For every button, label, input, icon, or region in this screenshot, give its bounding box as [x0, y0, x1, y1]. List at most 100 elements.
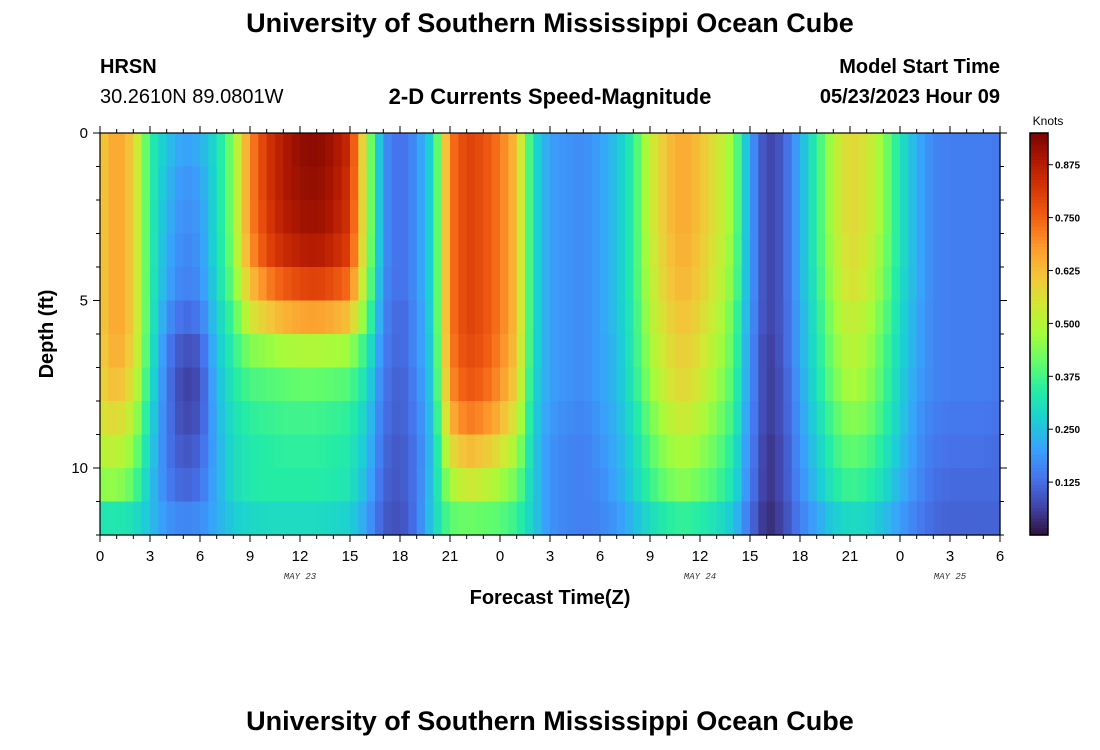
heatmap-cell [216, 468, 226, 503]
heatmap-cell [583, 133, 593, 168]
heatmap-cell [250, 233, 259, 268]
heatmap-cell [508, 233, 518, 268]
heatmap-cell [900, 401, 909, 436]
heatmap-cell [816, 367, 826, 402]
heatmap-cell [616, 233, 626, 268]
heatmap-cell [891, 367, 901, 402]
heatmap-cell [308, 166, 318, 201]
heatmap-cell [975, 367, 984, 402]
heatmap-cell [283, 133, 293, 168]
heatmap-cell [116, 300, 126, 335]
heatmap-cell [458, 133, 468, 168]
heatmap-cell [158, 200, 168, 235]
heatmap-cell [608, 501, 618, 536]
heatmap-cell [358, 267, 368, 302]
heatmap-cell [200, 367, 209, 402]
heatmap-cell [608, 468, 618, 503]
colorbar-swatch [1030, 173, 1048, 178]
heatmap-cell [791, 200, 801, 235]
heatmap-cell [166, 200, 176, 235]
heatmap-cell [658, 267, 668, 302]
heatmap-cell [933, 501, 943, 536]
x-tick-label: 6 [196, 548, 204, 565]
heatmap-cell [983, 334, 993, 369]
heatmap-cell [766, 334, 776, 369]
heatmap-cell [133, 468, 143, 503]
heatmap-cell [675, 166, 684, 201]
heatmap-cell [741, 468, 751, 503]
heatmap-cell [991, 267, 1001, 302]
heatmap-cell [841, 367, 851, 402]
heatmap-cell [983, 133, 993, 168]
heatmap-cell [250, 367, 259, 402]
heatmap-cell [908, 401, 918, 436]
heatmap-cell [741, 300, 751, 335]
heatmap-cell [941, 267, 951, 302]
heatmap-cell [983, 468, 993, 503]
heatmap-cell [125, 434, 134, 469]
heatmap-cell [816, 233, 826, 268]
heatmap-cell [266, 300, 276, 335]
heatmap-cell [916, 367, 926, 402]
colorbar-swatch [1030, 337, 1048, 342]
heatmap-cell [450, 300, 459, 335]
heatmap-cell [516, 367, 526, 402]
heatmap-cell [258, 334, 268, 369]
heatmap-cell [208, 200, 218, 235]
heatmap-cell [366, 166, 376, 201]
heatmap-cell [758, 501, 768, 536]
heatmap-cell [875, 300, 884, 335]
heatmap-cell [925, 300, 934, 335]
heatmap-cell [833, 367, 843, 402]
x-tick-label: 3 [146, 548, 154, 565]
heatmap-cell [566, 300, 576, 335]
heatmap-cell [225, 468, 234, 503]
heatmap-cell [741, 166, 751, 201]
heatmap-cell [600, 200, 609, 235]
heatmap-cell [275, 166, 284, 201]
heatmap-cell [900, 267, 909, 302]
colorbar-swatch [1030, 273, 1048, 278]
heatmap-cell [658, 334, 668, 369]
heatmap-cell [158, 233, 168, 268]
heatmap-cell [541, 133, 551, 168]
heatmap-cell [258, 133, 268, 168]
colorbar-swatch [1030, 334, 1048, 338]
colorbar-swatch [1030, 524, 1048, 529]
heatmap-cell [508, 166, 518, 201]
heatmap-cell [333, 367, 343, 402]
heatmap-cell [233, 501, 243, 536]
heatmap-cell [208, 233, 218, 268]
heatmap-cell [333, 401, 343, 436]
heatmap-cell [158, 468, 168, 503]
heatmap-cell [791, 434, 801, 469]
heatmap-cell [716, 233, 726, 268]
heatmap-cell [208, 501, 218, 536]
heatmap-cell [358, 434, 368, 469]
heatmap-cell [325, 334, 334, 369]
chart-subtitle: 2-D Currents Speed-Magnitude [388, 84, 712, 109]
heatmap-cell [766, 367, 776, 402]
heatmap-cell [975, 233, 984, 268]
heatmap-cell [550, 468, 559, 503]
heatmap-cell [191, 468, 201, 503]
heatmap-cell [700, 133, 709, 168]
heatmap-cell [825, 468, 834, 503]
heatmap-cell [958, 434, 968, 469]
heatmap-cell [883, 468, 893, 503]
heatmap-cell [100, 367, 109, 402]
heatmap-cell [750, 468, 759, 503]
heatmap-cell [350, 334, 359, 369]
heatmap-cell [858, 501, 868, 536]
heatmap-cell [200, 434, 209, 469]
heatmap-cell [700, 468, 709, 503]
heatmap-cell [225, 367, 234, 402]
heatmap-cell [675, 233, 684, 268]
heatmap-cell [800, 367, 809, 402]
heatmap-cell [725, 166, 734, 201]
y-axis-title: Depth (ft) [36, 290, 58, 379]
heatmap-cell [200, 166, 209, 201]
heatmap-cell [300, 233, 309, 268]
heatmap-cell [591, 401, 601, 436]
heatmap-cell [691, 267, 701, 302]
